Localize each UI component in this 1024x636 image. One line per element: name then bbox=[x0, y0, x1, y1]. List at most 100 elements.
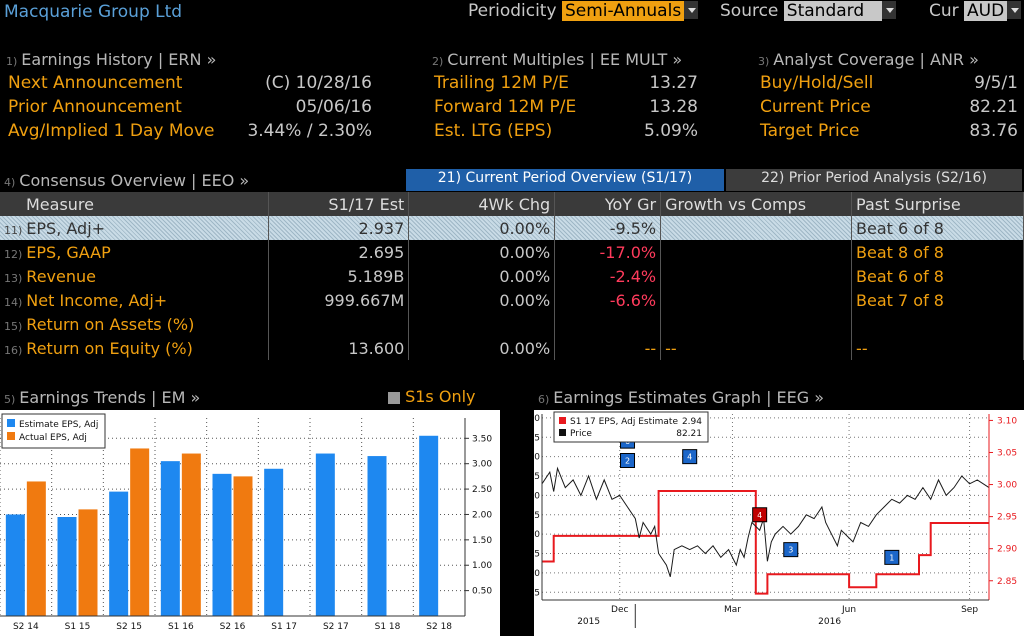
estimate-line bbox=[542, 490, 989, 595]
bar-actual[interactable] bbox=[78, 509, 98, 616]
x-tick-label: Sep bbox=[961, 605, 978, 615]
chevron-down-icon[interactable] bbox=[881, 1, 896, 19]
table-row[interactable]: 16) Return on Equity (%) 13.600 0.00% -- … bbox=[0, 336, 1024, 360]
list-item: Target Price 83.76 bbox=[760, 121, 1018, 145]
measure-label: Net Income, Adj+ bbox=[26, 290, 168, 310]
tab-current-period[interactable]: 21) Current Period Overview (S1/17) bbox=[406, 169, 724, 191]
source-label: Source bbox=[720, 1, 779, 21]
chg-cell bbox=[408, 312, 556, 336]
comps-cell bbox=[660, 216, 853, 240]
chevron-down-icon[interactable] bbox=[1007, 1, 1022, 19]
est-cell: 2.937 bbox=[268, 216, 410, 240]
row-label: Forward 12M P/E bbox=[434, 97, 577, 117]
legend-actual-label: Actual EPS, Adj bbox=[19, 433, 87, 443]
right-tick-label: 2.85 bbox=[997, 577, 1017, 587]
source-control[interactable]: Source Standard bbox=[720, 1, 896, 21]
row-number: 13) bbox=[4, 271, 23, 285]
earnings-history-link[interactable]: 1) Earnings History | ERN » bbox=[6, 50, 216, 69]
est-cell: 5.189B bbox=[268, 264, 410, 288]
row-value: 05/06/16 bbox=[295, 97, 372, 117]
column-header: Measure bbox=[0, 192, 270, 216]
list-item: Prior Announcement 05/06/16 bbox=[8, 97, 372, 121]
left-tick-label: 75 bbox=[534, 511, 540, 521]
list-item: Next Announcement (C) 10/28/16 bbox=[8, 73, 372, 97]
table-row[interactable]: 12) EPS, GAAP 2.695 0.00% -17.0% Beat 8 o… bbox=[0, 240, 1024, 264]
est-cell bbox=[268, 312, 410, 336]
measure-label: Return on Equity (%) bbox=[26, 338, 193, 358]
earnings-trends-link[interactable]: 5) Earnings Trends | EM » bbox=[4, 388, 200, 407]
bar-actual[interactable] bbox=[26, 481, 46, 616]
bar-actual[interactable] bbox=[130, 448, 150, 616]
bar-estimate[interactable] bbox=[419, 435, 439, 616]
column-header: YoY Gr bbox=[554, 192, 662, 216]
event-marker[interactable] bbox=[884, 549, 900, 565]
x-tick-label: S1 15 bbox=[65, 622, 91, 632]
legend-swatch-estimate bbox=[7, 419, 15, 427]
event-marker-label: 1 bbox=[889, 553, 894, 562]
analyst-coverage-panel: Buy/Hold/Sell 9/5/1 Current Price 82.21 Ta… bbox=[760, 73, 1018, 145]
x-tick-label: S2 14 bbox=[13, 622, 39, 632]
measure-label: Return on Assets (%) bbox=[26, 314, 195, 334]
right-tick-label: 2.90 bbox=[997, 545, 1017, 555]
earnings-history-panel: Next Announcement (C) 10/28/16 Prior Anno… bbox=[8, 73, 372, 145]
x-tick-label: S1 18 bbox=[375, 622, 401, 632]
currency-select[interactable]: AUD bbox=[964, 1, 1008, 21]
event-marker[interactable] bbox=[783, 542, 799, 558]
bar-actual[interactable] bbox=[181, 453, 201, 616]
left-tick-label: 80 bbox=[534, 491, 540, 501]
column-header: Past Surprise bbox=[851, 192, 1024, 216]
periodicity-select[interactable]: Semi-Annuals bbox=[561, 1, 685, 21]
event-marker[interactable] bbox=[620, 453, 636, 468]
source-select[interactable]: Standard bbox=[783, 1, 882, 21]
measure-cell: 15) Return on Assets (%) bbox=[0, 312, 270, 336]
left-tick-label: 85 bbox=[534, 472, 540, 482]
chg-cell: 0.00% bbox=[408, 240, 556, 264]
year-label: 2016 bbox=[818, 617, 841, 627]
bar-estimate[interactable] bbox=[5, 514, 25, 616]
left-tick-label: 60 bbox=[534, 569, 540, 579]
year-label: 2015 bbox=[577, 617, 600, 627]
bar-actual[interactable] bbox=[233, 476, 253, 616]
bar-estimate[interactable] bbox=[160, 461, 180, 616]
y-tick-label: 3.50 bbox=[472, 434, 492, 444]
bar-estimate[interactable] bbox=[315, 453, 335, 616]
currency-control[interactable]: Cur AUD bbox=[929, 1, 1022, 21]
table-row[interactable]: 13) Revenue 5.189B 0.00% -2.4% Beat 6 of … bbox=[0, 264, 1024, 288]
column-header: 4Wk Chg bbox=[408, 192, 556, 216]
legend-swatch-price bbox=[559, 429, 566, 436]
table-row[interactable]: 14) Net Income, Adj+ 999.667M 0.00% -6.6%… bbox=[0, 288, 1024, 312]
bar-estimate[interactable] bbox=[367, 456, 387, 616]
row-number: 11) bbox=[4, 223, 23, 237]
bar-estimate[interactable] bbox=[109, 491, 129, 616]
table-row[interactable]: 11) EPS, Adj+ 2.937 0.00% -9.5% Beat 6 of… bbox=[0, 216, 1024, 240]
y-tick-label: 1.00 bbox=[472, 561, 492, 571]
chevron-down-icon[interactable] bbox=[684, 1, 699, 19]
earnings-trends-chart: 0.50 1.00 1.50 2.00 2.50 3.00 3.50 S2 14 S1 15 S… bbox=[0, 410, 500, 636]
current-multiples-link[interactable]: 2) Current Multiples | EE MULT » bbox=[432, 50, 682, 69]
analyst-coverage-link[interactable]: 3) Analyst Coverage | ANR » bbox=[758, 50, 979, 69]
measure-cell: 11) EPS, Adj+ bbox=[0, 216, 270, 240]
row-number: 16) bbox=[4, 343, 23, 357]
measure-label: Revenue bbox=[26, 266, 96, 286]
bar-estimate[interactable] bbox=[264, 468, 284, 616]
tab-prior-period[interactable]: 22) Prior Period Analysis (S2/16) bbox=[726, 169, 1022, 191]
event-marker[interactable] bbox=[752, 507, 768, 523]
bar-estimate[interactable] bbox=[212, 473, 232, 616]
s1s-only-toggle[interactable]: S1s Only bbox=[388, 387, 476, 406]
table-row[interactable]: 15) Return on Assets (%) bbox=[0, 312, 1024, 336]
section-title: Consensus Overview | EEO » bbox=[19, 171, 250, 190]
bar-estimate[interactable] bbox=[57, 517, 77, 616]
row-value: 83.76 bbox=[969, 121, 1018, 141]
checkbox-icon[interactable] bbox=[388, 391, 400, 404]
consensus-table: Measure S1/17 Est 4Wk Chg YoY Gr Growth … bbox=[0, 192, 1024, 360]
left-tick-label: 100 bbox=[534, 414, 540, 424]
legend-estimate-value: 2.94 bbox=[682, 417, 702, 427]
consensus-overview-link[interactable]: 4) Consensus Overview | EEO » bbox=[4, 171, 249, 190]
column-header: S1/17 Est bbox=[268, 192, 410, 216]
event-marker[interactable] bbox=[682, 449, 698, 465]
company-name: Macquarie Group Ltd bbox=[4, 2, 183, 22]
periodicity-control[interactable]: Periodicity Semi-Annuals bbox=[468, 1, 699, 21]
earnings-estimates-link[interactable]: 6) Earnings Estimates Graph | EEG » bbox=[538, 388, 824, 407]
chg-cell: 0.00% bbox=[408, 288, 556, 312]
row-label: Avg/Implied 1 Day Move bbox=[8, 121, 215, 141]
